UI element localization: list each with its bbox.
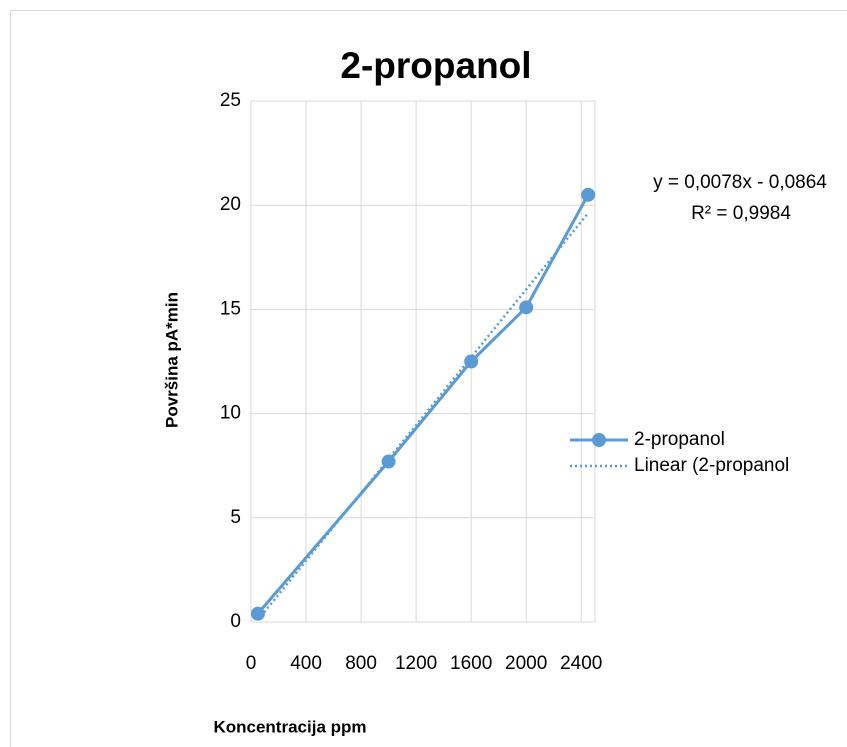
legend-marker: [592, 433, 606, 447]
x-tick-label: 800: [345, 653, 377, 674]
x-axis-label: Koncentracija ppm: [213, 717, 366, 736]
plot-frame: [250, 100, 596, 623]
data-point: [581, 187, 596, 202]
x-tick-label: 2400: [560, 653, 602, 674]
y-tick-label: 25: [220, 90, 241, 111]
legend-label: 2-propanol: [634, 429, 725, 450]
y-tick-label: 20: [220, 194, 241, 215]
y-tick-label: 0: [230, 611, 241, 632]
y-tick-label: 10: [220, 403, 241, 424]
data-point: [250, 606, 265, 621]
trendline-equation: y = 0,0078x - 0,0864: [653, 172, 827, 193]
y-axis-label: Površina pA*min: [162, 292, 181, 428]
legend-label: Linear (2-propanol: [634, 455, 789, 476]
x-tick-label: 400: [290, 653, 322, 674]
x-tick-label: 0: [246, 653, 257, 674]
trendline: [256, 212, 590, 621]
data-point: [464, 354, 479, 369]
data-point: [519, 300, 534, 315]
y-tick-label: 15: [220, 298, 241, 319]
x-tick-label: 1600: [450, 653, 492, 674]
trendline-r2: R² = 0,9984: [691, 203, 791, 224]
chart-frame: [10, 10, 847, 747]
y-tick-label: 5: [230, 507, 241, 528]
chart-title: 2-propanol: [340, 45, 531, 86]
data-point: [381, 454, 396, 469]
x-tick-label: 2000: [505, 653, 547, 674]
x-tick-label: 1200: [395, 653, 437, 674]
